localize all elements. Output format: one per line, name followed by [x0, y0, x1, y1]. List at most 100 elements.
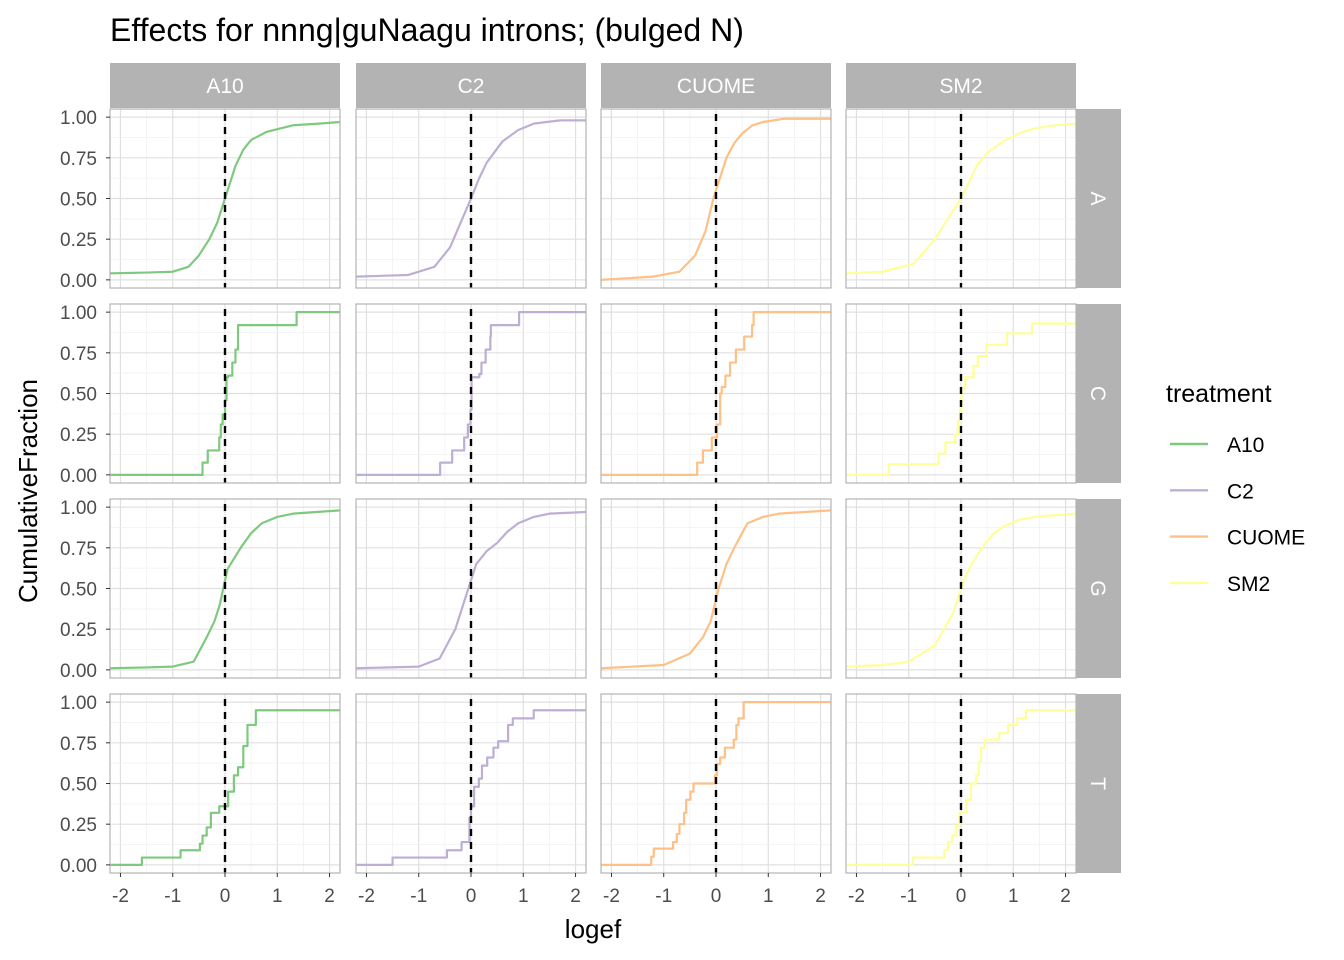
- y-tick-label: 0.75: [60, 344, 97, 365]
- panel-border: [355, 108, 587, 289]
- ecdf-line-c2: [356, 709, 586, 866]
- facet-strip-a10: A10: [110, 63, 340, 108]
- panel-t-a10: [109, 693, 341, 874]
- panel-border: [600, 108, 832, 289]
- x-tick-label: 0: [956, 886, 967, 907]
- panel-g-a10: [109, 498, 341, 679]
- panel-border: [600, 303, 832, 484]
- panel-a-sm2: [845, 108, 1077, 289]
- axes: 0.00 0.25 0.50 0.75 1.00 0.00 0.25 0.50 0.75 1.00…: [60, 108, 1071, 907]
- ecdf-line-a10: [109, 509, 341, 670]
- panel-border: [845, 108, 1077, 289]
- x-tick-label: 1: [272, 886, 283, 907]
- ecdf-line-c2: [356, 311, 586, 476]
- x-tick-label: -2: [848, 886, 865, 907]
- x-tick-label: 1: [1008, 886, 1019, 907]
- y-tick-label: 0.50: [60, 775, 97, 796]
- x-tick-label: -2: [358, 886, 375, 907]
- y-tick-label: 0.50: [60, 385, 97, 406]
- panel-g-sm2: [845, 498, 1077, 679]
- panel-t-cuome: [600, 693, 832, 874]
- ecdf-line-cuome: [601, 701, 831, 866]
- legend-item-a10: A10: [1170, 434, 1264, 457]
- ecdf-line-cuome: [600, 509, 832, 670]
- legend-title: treatment: [1166, 380, 1272, 408]
- legend-label: A10: [1227, 434, 1264, 457]
- panels: A10 C2 CUOME SM2 A C G T: [109, 63, 1121, 874]
- ecdf-line-a10: [110, 709, 340, 866]
- strip-label: A: [1086, 191, 1109, 205]
- strip-label: SM2: [939, 75, 982, 98]
- x-tick-label: -1: [164, 886, 181, 907]
- panel-border: [600, 498, 832, 679]
- legend-label: CUOME: [1227, 527, 1305, 550]
- legend-item-sm2: SM2: [1170, 573, 1270, 596]
- ecdf-line-sm2: [845, 122, 1077, 275]
- strip-label: C2: [458, 75, 485, 98]
- x-tick-label: 2: [570, 886, 581, 907]
- strip-label: C: [1086, 386, 1109, 401]
- facet-strip-row-a: A: [1076, 109, 1121, 288]
- x-tick-label: -1: [655, 886, 672, 907]
- strip-background: [1076, 109, 1121, 288]
- legend-item-c2: C2: [1170, 480, 1254, 503]
- ecdf-line-cuome: [600, 117, 831, 281]
- y-tick-label: 0.50: [60, 580, 97, 601]
- panel-t-sm2: [845, 693, 1077, 874]
- y-tick-label: 0.25: [60, 230, 97, 251]
- strip-label: A10: [206, 75, 243, 98]
- legend-item-cuome: CUOME: [1170, 527, 1305, 550]
- x-tick-label: 2: [815, 886, 826, 907]
- legend: treatment A10 C2 CUOME SM2: [1166, 380, 1305, 596]
- facet-strip-row-g: G: [1076, 499, 1121, 678]
- ecdf-line-sm2: [846, 322, 1076, 476]
- strip-background: [1076, 304, 1121, 483]
- y-tick-label: 1.00: [60, 303, 97, 324]
- legend-label: SM2: [1227, 573, 1270, 596]
- y-tick-label: 0.25: [60, 620, 97, 641]
- ecdf-line-sm2: [845, 512, 1077, 668]
- facet-strip-cuome: CUOME: [601, 63, 831, 108]
- x-tick-label: 0: [220, 886, 231, 907]
- panel-a-a10: [109, 108, 341, 289]
- panel-c-a10: [109, 303, 341, 484]
- y-tick-label: 0.75: [60, 734, 97, 755]
- strip-label: G: [1086, 580, 1109, 596]
- panel-border: [355, 498, 587, 679]
- y-tick-label: 0.00: [60, 466, 97, 487]
- panel-t-c2: [355, 693, 587, 874]
- y-tick-label: 0.25: [60, 815, 97, 836]
- panel-c-cuome: [600, 303, 832, 484]
- strip-background: [601, 63, 831, 108]
- chart-title: Effects for nnng|guNaagu introns; (bulge…: [110, 12, 744, 48]
- y-tick-label: 0.50: [60, 190, 97, 211]
- x-tick-label: 0: [466, 886, 477, 907]
- strip-label: T: [1086, 777, 1109, 790]
- y-axis-label: CumulativeFraction: [13, 379, 43, 603]
- y-tick-label: 0.00: [60, 661, 97, 682]
- x-tick-label: -1: [410, 886, 427, 907]
- y-tick-label: 0.00: [60, 271, 97, 292]
- x-tick-label: 1: [763, 886, 774, 907]
- facet-strip-row-c: C: [1076, 304, 1121, 483]
- legend-label: C2: [1227, 480, 1254, 503]
- facet-strip-c2: C2: [356, 63, 586, 108]
- panel-border: [845, 303, 1077, 484]
- facet-strip-row-t: T: [1076, 694, 1121, 873]
- y-tick-label: 0.00: [60, 856, 97, 877]
- strip-background: [1076, 499, 1121, 678]
- y-tick-label: 1.00: [60, 108, 97, 129]
- strip-background: [1076, 694, 1121, 873]
- panel-border: [355, 303, 587, 484]
- panel-a-c2: [355, 108, 587, 289]
- strip-label: CUOME: [677, 75, 755, 98]
- ecdf-line-cuome: [601, 311, 831, 476]
- x-tick-label: 2: [1060, 886, 1071, 907]
- ecdf-line-c2: [355, 510, 587, 670]
- x-tick-label: -2: [112, 886, 129, 907]
- strip-background: [846, 63, 1076, 108]
- panel-a-cuome: [600, 108, 832, 289]
- x-tick-label: -2: [603, 886, 620, 907]
- x-axis-label: logef: [565, 914, 622, 944]
